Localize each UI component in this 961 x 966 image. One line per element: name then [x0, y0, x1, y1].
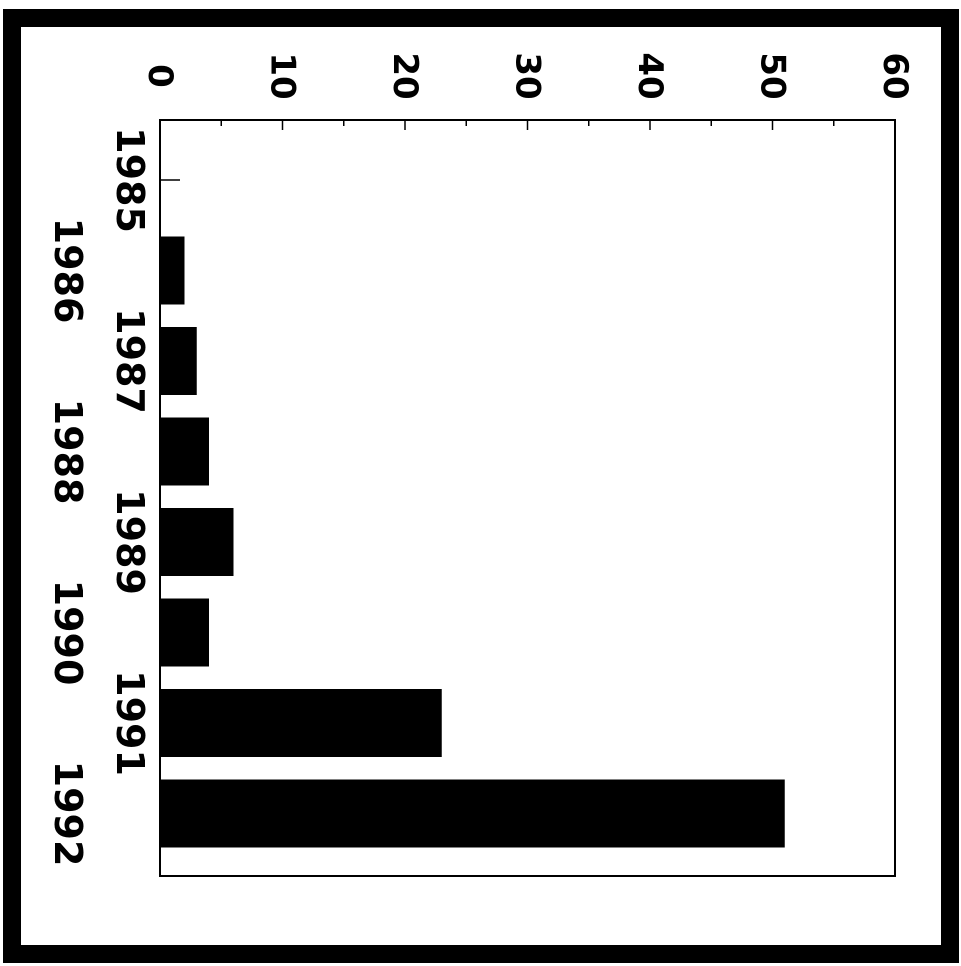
value-tick-label: 10: [263, 52, 303, 99]
bar-1991: [160, 689, 442, 757]
value-tick-label: 50: [753, 52, 793, 99]
category-labels: 1985 1986 1987 1988 1989 1990 1991 1992: [46, 127, 152, 866]
bar-1990: [160, 599, 209, 667]
bar-1988: [160, 418, 209, 486]
bar-1989: [160, 508, 234, 576]
category-label: 1991: [108, 670, 152, 776]
category-label: 1989: [108, 489, 152, 595]
plot-area: [160, 120, 895, 876]
value-tick-label: 20: [385, 52, 425, 99]
bar-1992: [160, 780, 785, 848]
category-label: 1987: [108, 308, 152, 414]
category-label: 1986: [46, 218, 90, 324]
value-tick-label: 30: [508, 52, 548, 99]
category-label: 1988: [46, 399, 90, 505]
category-label: 1992: [46, 761, 90, 867]
value-tick-labels: 0 10 20 30 40 50 60: [140, 52, 915, 99]
value-tick-label: 40: [630, 52, 670, 99]
bar-1986: [160, 237, 185, 305]
value-tick-label: 0: [140, 64, 180, 88]
category-label: 1990: [46, 580, 90, 686]
value-tick-label: 60: [875, 52, 915, 99]
category-label: 1985: [108, 127, 152, 233]
bars: [160, 237, 785, 848]
bar-1987: [160, 327, 197, 395]
